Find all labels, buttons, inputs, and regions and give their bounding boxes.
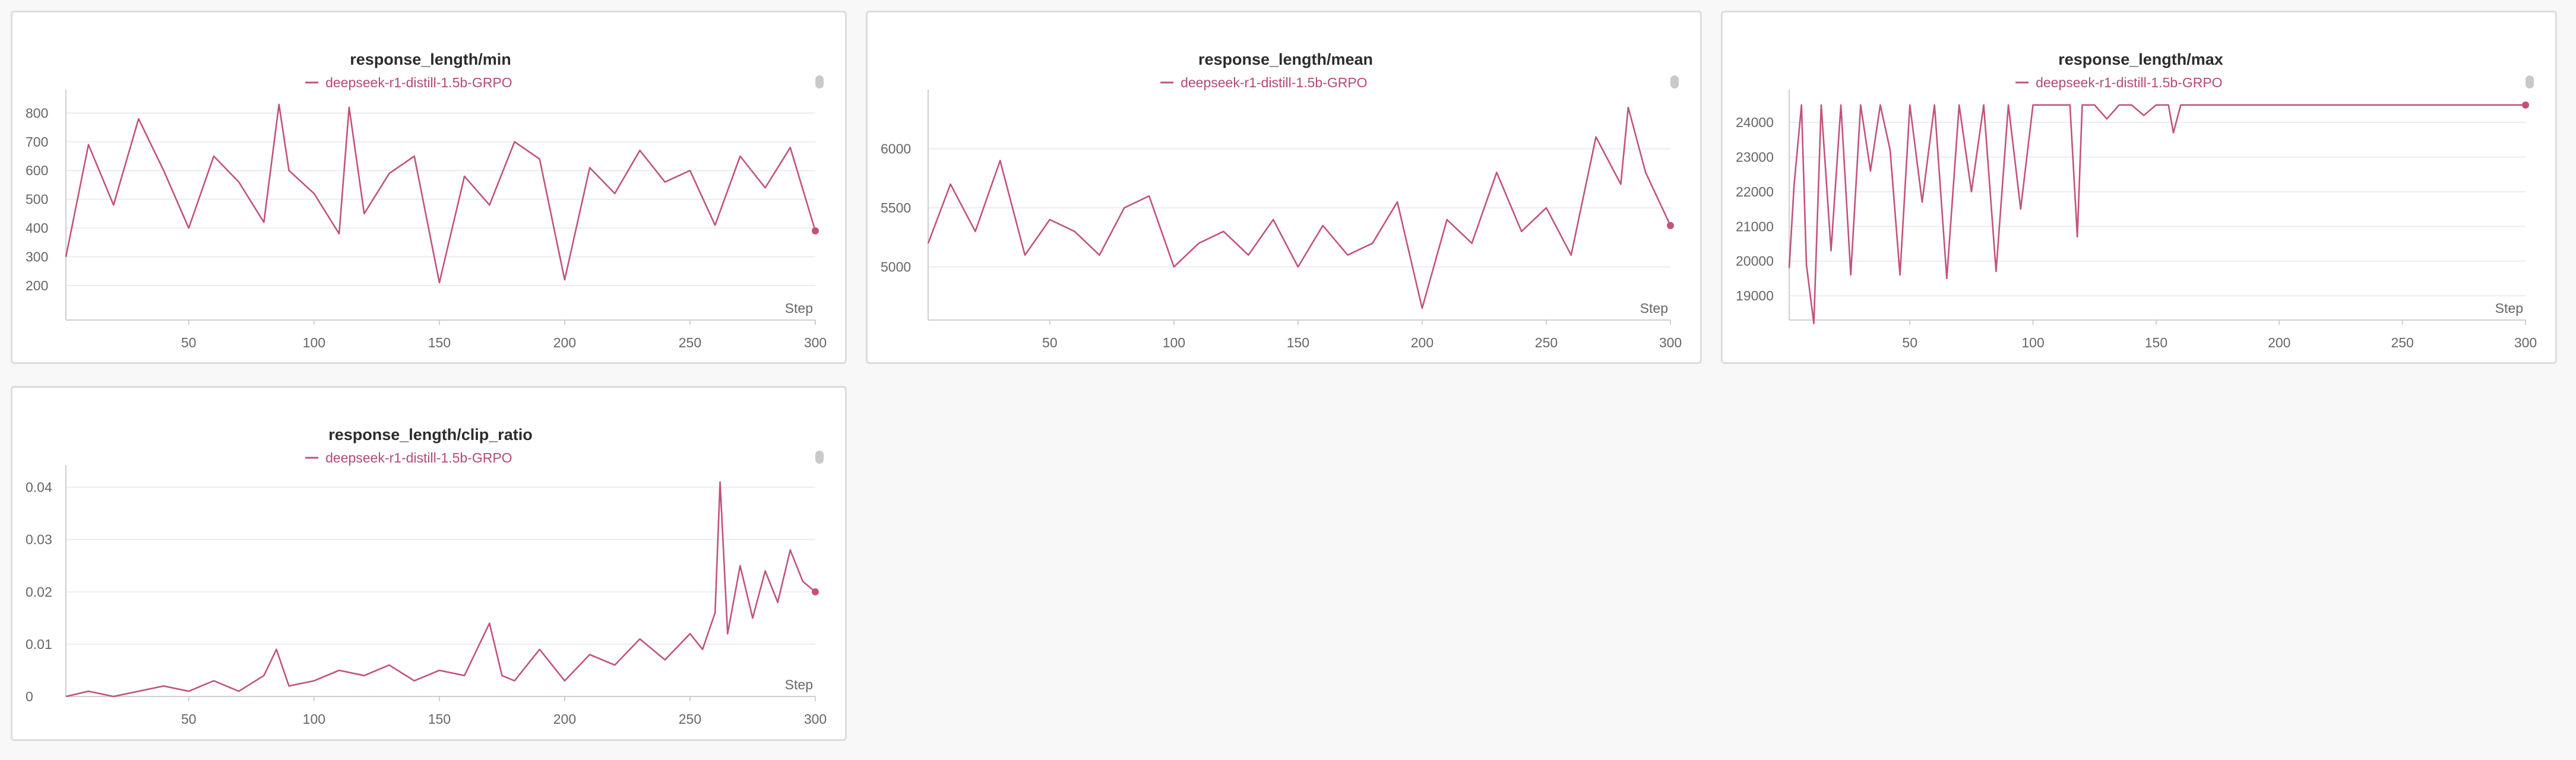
y-tick-label: 21000 [1736, 218, 1774, 234]
x-tick-label: 300 [2514, 335, 2537, 350]
series-line [65, 481, 816, 698]
legend-label[interactable]: deepseek-r1-distill-1.5b-GRPO [325, 75, 512, 90]
y-tick-label: 0.04 [26, 480, 52, 495]
legend-label[interactable]: deepseek-r1-distill-1.5b-GRPO [1181, 75, 1367, 90]
x-axis-label: Step [785, 677, 813, 692]
y-tick-label: 19000 [1736, 288, 1774, 303]
y-tick-label: 500 [26, 192, 48, 207]
x-axis-label: Step [2495, 300, 2523, 316]
series-endpoint [1667, 221, 1674, 229]
x-tick-label: 250 [679, 711, 701, 727]
series-endpoint [812, 227, 819, 235]
x-tick-label: 50 [181, 711, 197, 727]
y-tick-label: 20000 [1736, 254, 1774, 269]
series-line [1788, 104, 2526, 325]
y-tick-label: 22000 [1736, 184, 1774, 200]
panel-menu-icon[interactable] [815, 75, 824, 88]
x-tick-label: 250 [679, 335, 701, 350]
x-tick-label: 300 [804, 335, 827, 350]
y-tick-label: 5500 [881, 200, 911, 216]
chart-svg: response_length/max deepseek-r1-distill-1… [1736, 50, 2537, 350]
chart-svg: response_length/min deepseek-r1-distill-1… [26, 50, 827, 350]
chart-title: response_length/mean [1198, 50, 1373, 68]
chart-panel-response-length-min[interactable]: response_length/min deepseek-r1-distill-1… [11, 11, 847, 364]
y-tick-label: 23000 [1736, 149, 1774, 164]
x-tick-label: 150 [2145, 335, 2167, 350]
x-axis-label: Step [785, 300, 813, 316]
x-tick-label: 100 [303, 335, 325, 350]
chart-title: response_length/max [2058, 50, 2223, 68]
chart-panel-response-length-max[interactable]: response_length/max deepseek-r1-distill-1… [1721, 11, 2557, 364]
chart-svg: response_length/mean deepseek-r1-distill-… [881, 50, 1682, 350]
panel-menu-icon[interactable] [2526, 75, 2534, 88]
series-line [65, 103, 817, 284]
x-tick-label: 100 [1163, 335, 1185, 350]
x-tick-label: 50 [181, 335, 197, 350]
y-tick-label: 0.02 [26, 584, 52, 600]
y-tick-label: 5000 [881, 259, 911, 274]
chart-panel-response-length-mean[interactable]: response_length/mean deepseek-r1-distill-… [866, 11, 1702, 364]
x-tick-label: 200 [2268, 335, 2290, 350]
y-tick-label: 24000 [1736, 115, 1774, 130]
y-tick-label: 600 [26, 163, 48, 178]
x-tick-label: 150 [1287, 335, 1309, 350]
x-tick-label: 300 [1659, 335, 1682, 350]
x-tick-label: 250 [2391, 335, 2413, 350]
x-tick-label: 200 [1411, 335, 1433, 350]
x-tick-label: 200 [553, 711, 576, 727]
x-tick-label: 100 [2021, 335, 2044, 350]
x-tick-label: 150 [428, 711, 451, 727]
series-line [927, 106, 1672, 309]
panel-menu-icon[interactable] [1670, 75, 1679, 88]
chart-title: response_length/min [350, 50, 511, 68]
panel-menu-icon[interactable] [815, 451, 824, 464]
series-endpoint [2522, 101, 2529, 109]
chart-svg: response_length/clip_ratio deepseek-r1-di… [26, 426, 827, 727]
legend-label[interactable]: deepseek-r1-distill-1.5b-GRPO [325, 450, 512, 466]
y-tick-label: 0.01 [26, 636, 52, 652]
y-tick-label: 6000 [881, 141, 911, 157]
y-tick-label: 200 [26, 278, 48, 293]
x-tick-label: 50 [1902, 335, 1917, 350]
x-tick-label: 100 [303, 711, 325, 727]
y-tick-label: 0.03 [26, 532, 52, 547]
x-tick-label: 50 [1042, 335, 1058, 350]
x-tick-label: 200 [553, 335, 576, 350]
x-tick-label: 250 [1535, 335, 1558, 350]
y-tick-label: 400 [26, 220, 48, 236]
y-tick-label: 0 [26, 689, 33, 704]
chart-title: response_length/clip_ratio [328, 426, 533, 444]
y-tick-label: 700 [26, 134, 48, 150]
series-endpoint [812, 588, 819, 596]
y-tick-label: 800 [26, 105, 48, 121]
x-tick-label: 300 [804, 711, 827, 727]
y-tick-label: 300 [26, 249, 48, 264]
legend-label[interactable]: deepseek-r1-distill-1.5b-GRPO [2036, 75, 2222, 90]
x-axis-label: Step [1640, 300, 1668, 316]
x-tick-label: 150 [428, 335, 451, 350]
chart-panel-response-length-clip-ratio[interactable]: response_length/clip_ratio deepseek-r1-di… [11, 386, 847, 741]
